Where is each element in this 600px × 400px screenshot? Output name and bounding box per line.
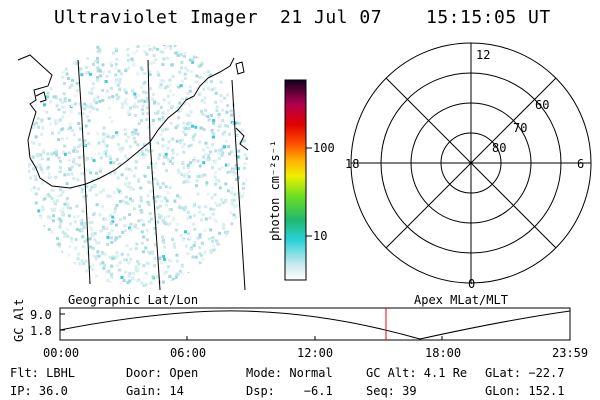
coastline-bay	[35, 91, 47, 103]
altitude-curve	[59, 310, 571, 340]
mlt-label-18: 18	[345, 157, 359, 171]
time-tick: 06:00	[170, 346, 206, 360]
mlt-label-0: 0	[468, 277, 475, 291]
mlt-label-6: 6	[577, 157, 584, 171]
glon-info: GLon: 152.1	[485, 384, 565, 398]
mlt-label-12: 12	[476, 48, 490, 62]
time-label: 15:15:05 UT	[426, 7, 551, 28]
time-tick: 00:00	[43, 346, 79, 360]
gc-alt-info: GC Alt: 4.1 Re	[366, 366, 468, 380]
filter-info: Flt: LBHL	[10, 366, 76, 380]
glat-info: GLat: −22.7	[485, 366, 565, 380]
meridian-line	[77, 59, 91, 285]
meridian-line	[231, 79, 246, 290]
lat-label-80: 80	[492, 141, 506, 155]
time-tick: 18:00	[425, 346, 461, 360]
apex-label: Apex MLat/MLT	[414, 293, 508, 307]
time-tick: 23:59	[552, 346, 588, 360]
coastline	[17, 54, 235, 189]
colorbar-tick-10: 10	[313, 229, 327, 243]
lat-label-60: 60	[535, 98, 549, 112]
coastline-right	[235, 127, 249, 151]
gain-info: Gain: 14	[126, 384, 184, 398]
date-label: 21 Jul 07	[280, 7, 383, 28]
dsp-info: Dsp: −6.1	[246, 384, 333, 398]
altitude-timeline	[59, 307, 571, 341]
mode-info: Mode: Normal	[246, 366, 333, 380]
geographic-image	[17, 45, 249, 290]
door-info: Door: Open	[126, 366, 199, 380]
ip-info: IP: 36.0	[10, 384, 68, 398]
colorbar: 100 10 photon cm⁻²s⁻¹	[268, 79, 335, 281]
seq-info: Seq: 39	[366, 384, 417, 398]
lat-label-70: 70	[513, 121, 527, 135]
polar-plot	[350, 42, 592, 284]
altitude-tick-1-8: 1.8	[30, 324, 52, 338]
colorbar-unit-label: photon cm⁻²s⁻¹	[268, 140, 282, 241]
altitude-axis-label: GC Alt	[12, 299, 26, 342]
meridian-line	[147, 59, 161, 290]
time-tick: 12:00	[297, 346, 333, 360]
polar-axis-diagonal	[385, 77, 557, 249]
altitude-tick-9: 9.0	[30, 308, 52, 322]
auroral-emission-speckle	[28, 45, 248, 287]
coastline-island	[235, 61, 245, 75]
colorbar-gradient	[284, 79, 307, 281]
instrument-title: Ultraviolet Imager	[54, 7, 259, 28]
geographic-label: Geographic Lat/Lon	[68, 293, 198, 307]
colorbar-tick-100: 100	[313, 141, 335, 155]
